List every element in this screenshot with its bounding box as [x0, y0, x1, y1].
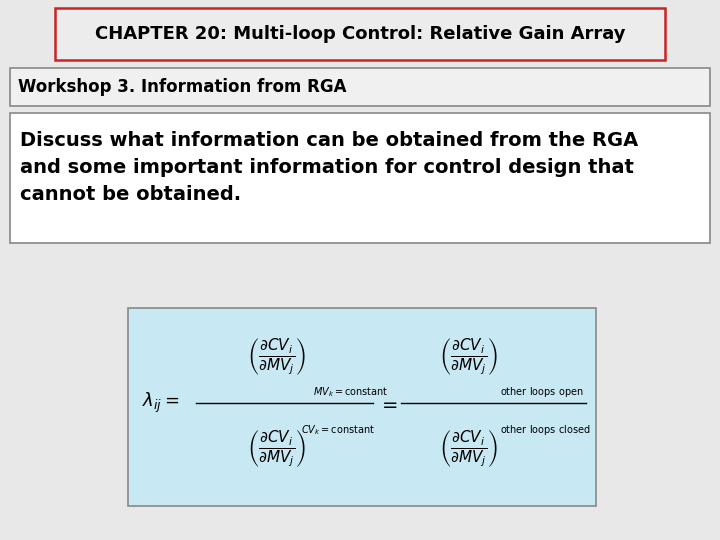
- Text: $\mathrm{other\ loops\ closed}$: $\mathrm{other\ loops\ closed}$: [500, 423, 590, 437]
- Text: Discuss what information can be obtained from the RGA
and some important informa: Discuss what information can be obtained…: [20, 131, 638, 205]
- FancyBboxPatch shape: [10, 68, 710, 106]
- Text: $\left(\dfrac{\partial CV_i}{\partial MV_j}\right)$: $\left(\dfrac{\partial CV_i}{\partial MV…: [438, 336, 498, 377]
- Text: $\left(\dfrac{\partial CV_i}{\partial MV_j}\right)$: $\left(\dfrac{\partial CV_i}{\partial MV…: [438, 429, 498, 469]
- Text: $\left(\dfrac{\partial CV_i}{\partial MV_j}\right)$: $\left(\dfrac{\partial CV_i}{\partial MV…: [247, 429, 305, 469]
- FancyBboxPatch shape: [10, 113, 710, 243]
- Text: CHAPTER 20: Multi-loop Control: Relative Gain Array: CHAPTER 20: Multi-loop Control: Relative…: [95, 25, 625, 43]
- Text: Workshop 3. Information from RGA: Workshop 3. Information from RGA: [18, 78, 346, 96]
- FancyBboxPatch shape: [55, 8, 665, 60]
- FancyBboxPatch shape: [128, 308, 596, 506]
- Text: $\mathrm{other\ loops\ open}$: $\mathrm{other\ loops\ open}$: [500, 385, 584, 399]
- Text: $\lambda_{ij} =$: $\lambda_{ij} =$: [142, 391, 179, 415]
- Text: $MV_k=\mathrm{constant}$: $MV_k=\mathrm{constant}$: [313, 385, 389, 399]
- Text: $=$: $=$: [378, 394, 398, 413]
- Text: $\left(\dfrac{\partial CV_i}{\partial MV_j}\right)$: $\left(\dfrac{\partial CV_i}{\partial MV…: [247, 336, 305, 377]
- Text: $CV_k=\mathrm{constant}$: $CV_k=\mathrm{constant}$: [301, 423, 375, 437]
